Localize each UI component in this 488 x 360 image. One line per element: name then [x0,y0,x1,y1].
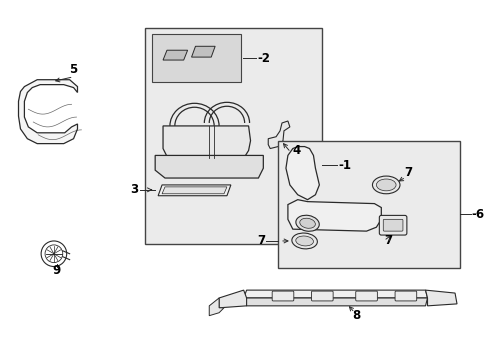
Polygon shape [162,187,226,194]
FancyBboxPatch shape [311,291,332,301]
Ellipse shape [376,179,395,191]
FancyBboxPatch shape [383,219,402,231]
Polygon shape [287,200,381,231]
Text: 5: 5 [69,63,78,76]
FancyBboxPatch shape [272,291,293,301]
Ellipse shape [291,233,317,249]
Text: 7: 7 [384,234,391,247]
Text: 9: 9 [53,264,61,277]
Polygon shape [19,80,77,144]
Text: -1: -1 [337,159,350,172]
Ellipse shape [299,218,315,228]
Ellipse shape [295,236,313,246]
FancyBboxPatch shape [394,291,416,301]
Polygon shape [425,290,456,306]
Text: -6: -6 [471,208,484,221]
Polygon shape [163,126,250,158]
FancyBboxPatch shape [379,215,406,235]
Ellipse shape [295,215,319,231]
Text: 3: 3 [130,183,138,196]
Polygon shape [285,147,319,200]
Polygon shape [219,290,246,308]
Polygon shape [158,185,230,196]
Bar [152,35,240,82]
Bar [145,28,322,244]
Text: -2: -2 [257,51,270,64]
Text: 7: 7 [257,234,265,247]
Polygon shape [191,46,215,57]
Text: 8: 8 [352,309,360,322]
FancyBboxPatch shape [355,291,377,301]
Polygon shape [243,290,427,298]
Polygon shape [243,298,427,306]
Polygon shape [163,50,187,60]
Ellipse shape [372,176,399,194]
Bar [278,141,459,269]
Text: 4: 4 [292,144,301,157]
Text: 7: 7 [403,166,411,179]
Polygon shape [209,298,224,316]
Polygon shape [268,121,289,149]
Polygon shape [155,156,263,178]
